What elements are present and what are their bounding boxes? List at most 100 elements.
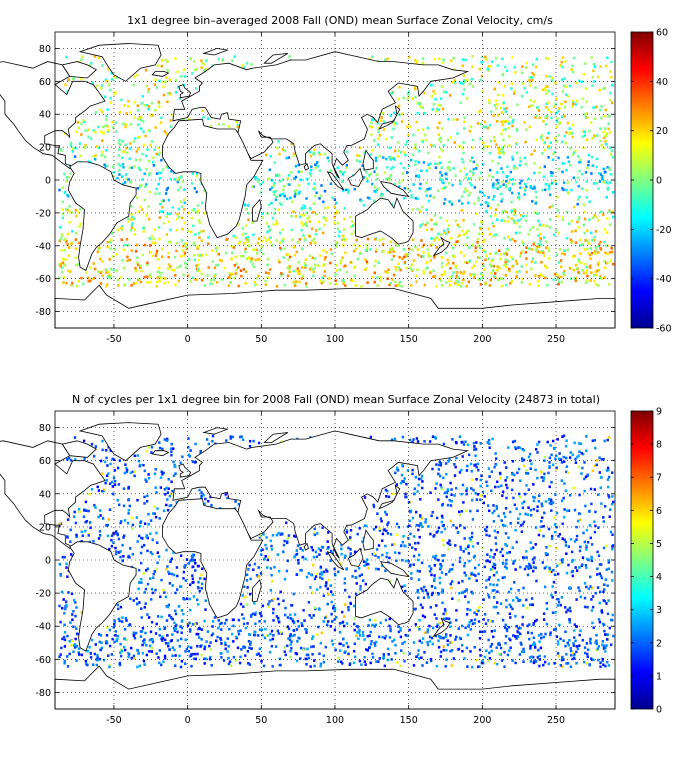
data-bin xyxy=(402,248,405,251)
data-bin xyxy=(572,644,576,647)
data-bin xyxy=(211,625,214,628)
data-bin xyxy=(316,165,319,168)
data-bin xyxy=(121,139,125,143)
data-bin xyxy=(376,284,379,287)
data-bin xyxy=(507,536,510,539)
data-bin xyxy=(507,625,511,629)
data-bin xyxy=(156,270,159,274)
data-bin xyxy=(278,260,281,264)
data-bin xyxy=(158,279,161,283)
data-bin xyxy=(454,638,457,641)
data-bin xyxy=(94,111,98,114)
data-bin xyxy=(581,243,584,246)
data-bin xyxy=(448,570,451,573)
data-bin xyxy=(519,251,523,255)
data-bin xyxy=(315,555,319,558)
data-bin xyxy=(134,631,138,635)
data-bin xyxy=(532,495,535,499)
data-bin xyxy=(138,534,141,538)
data-bin xyxy=(183,221,186,225)
data-bin xyxy=(305,224,309,228)
data-bin xyxy=(119,550,122,553)
data-bin xyxy=(144,602,147,605)
data-bin xyxy=(369,125,372,128)
data-bin xyxy=(147,523,150,526)
data-bin xyxy=(257,237,261,240)
data-bin xyxy=(546,101,550,104)
data-bin xyxy=(271,216,274,220)
data-bin xyxy=(312,274,315,278)
data-bin xyxy=(608,114,611,118)
data-bin xyxy=(225,618,228,622)
data-bin xyxy=(133,217,136,220)
data-bin xyxy=(402,196,406,200)
data-bin xyxy=(604,127,607,130)
data-bin xyxy=(564,85,568,88)
data-bin xyxy=(474,491,477,495)
data-bin xyxy=(417,578,421,581)
data-bin xyxy=(530,76,533,79)
data-bin xyxy=(551,501,555,504)
data-bin xyxy=(392,254,396,258)
data-bin xyxy=(168,212,172,216)
data-bin xyxy=(217,252,220,256)
data-bin xyxy=(466,189,469,193)
data-bin xyxy=(449,625,452,628)
data-bin xyxy=(453,255,456,258)
data-bin xyxy=(233,276,236,280)
data-bin xyxy=(598,172,601,175)
data-bin xyxy=(399,151,403,154)
data-bin xyxy=(302,609,305,612)
data-bin xyxy=(252,439,255,443)
data-bin xyxy=(425,208,428,211)
colorbar-tick-label: -60 xyxy=(656,324,672,335)
data-bin xyxy=(500,167,503,170)
data-bin xyxy=(509,170,512,174)
data-bin xyxy=(518,446,521,450)
data-bin xyxy=(322,660,326,664)
data-bin xyxy=(314,550,318,554)
data-bin xyxy=(487,596,491,599)
data-bin xyxy=(510,87,513,90)
data-bin xyxy=(313,577,317,581)
data-bin xyxy=(99,87,103,90)
data-bin xyxy=(176,630,179,634)
data-bin xyxy=(125,470,128,474)
data-bin xyxy=(601,659,604,663)
data-bin xyxy=(553,516,556,519)
data-bin xyxy=(543,87,546,91)
data-bin xyxy=(566,191,570,195)
data-bin xyxy=(368,618,372,622)
data-bin xyxy=(466,443,470,447)
data-bin xyxy=(459,81,462,85)
data-bin xyxy=(415,174,418,178)
data-bin xyxy=(446,258,449,262)
data-bin xyxy=(604,266,607,270)
data-bin xyxy=(120,520,123,523)
data-bin xyxy=(99,509,102,512)
data-bin xyxy=(288,255,292,259)
data-bin xyxy=(313,241,317,244)
data-bin xyxy=(493,661,497,665)
data-bin xyxy=(386,658,389,662)
data-bin xyxy=(188,628,192,631)
data-bin xyxy=(532,243,535,246)
data-bin xyxy=(59,262,63,266)
data-bin xyxy=(492,275,496,278)
data-bin xyxy=(341,180,344,183)
data-bin xyxy=(150,650,154,653)
data-bin xyxy=(249,640,252,644)
data-bin xyxy=(111,457,114,461)
data-bin xyxy=(491,511,494,515)
data-bin xyxy=(604,633,607,636)
data-bin xyxy=(592,62,595,66)
data-bin xyxy=(187,229,190,232)
data-bin xyxy=(513,221,516,225)
data-bin xyxy=(441,516,444,519)
data-bin xyxy=(429,659,433,663)
data-bin xyxy=(606,217,609,220)
data-bin xyxy=(495,183,498,186)
data-bin xyxy=(461,147,464,150)
data-bin xyxy=(389,114,392,117)
data-bin xyxy=(139,205,142,209)
